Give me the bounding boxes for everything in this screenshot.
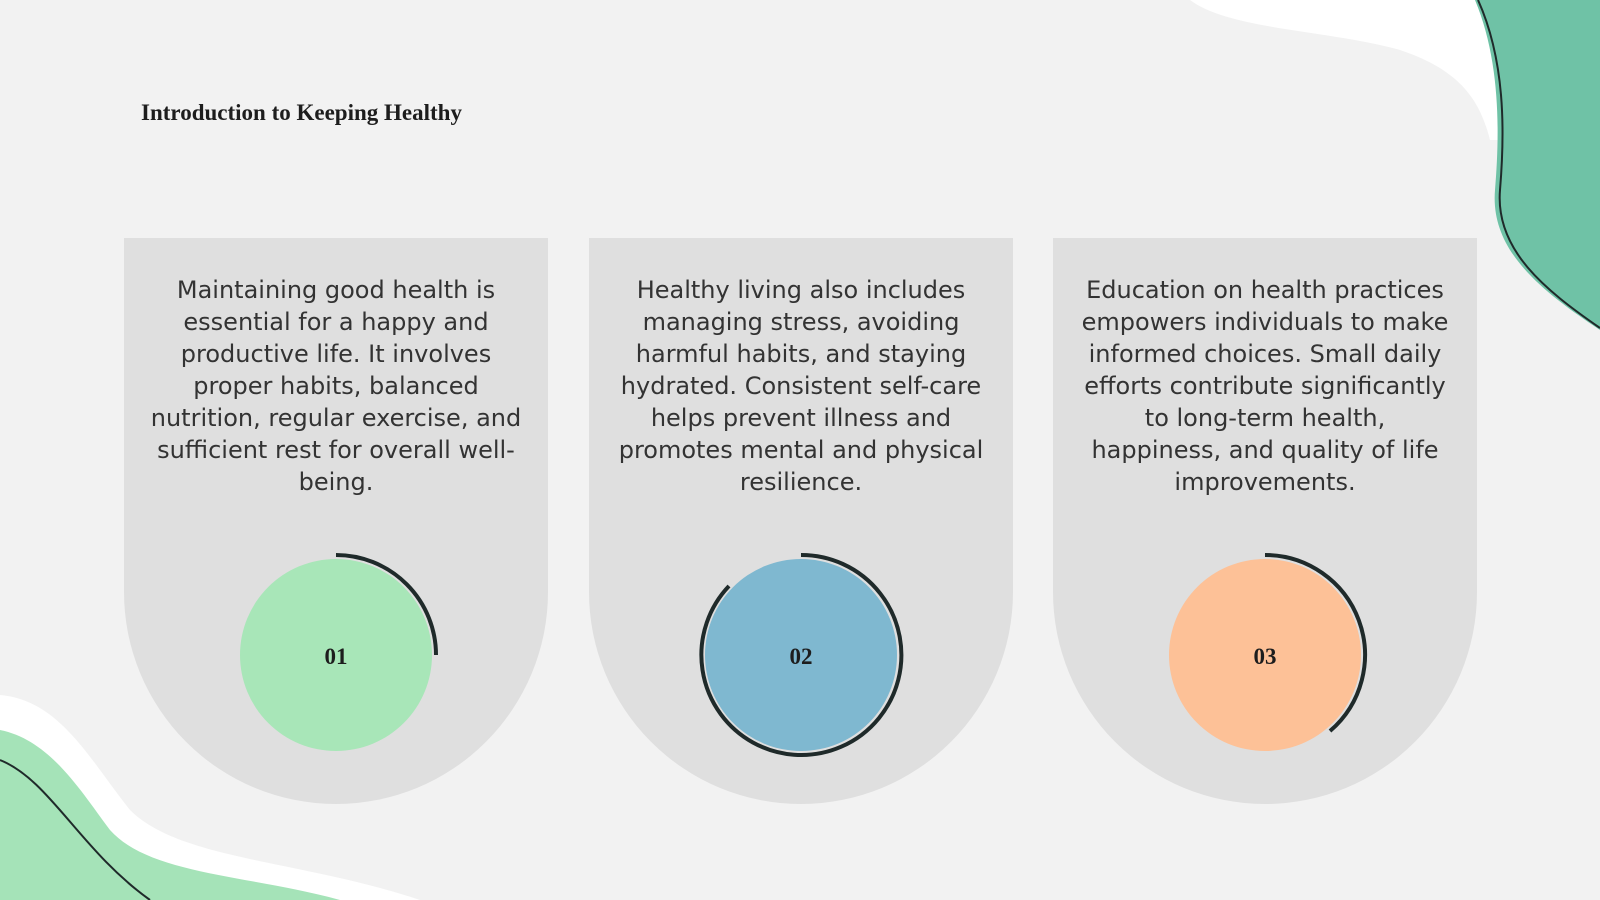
number-circle [1169, 559, 1361, 751]
decoration-bottom-left [0, 695, 420, 900]
progress-arc [1264, 553, 1367, 733]
slide-title: Introduction to Keeping Healthy [141, 100, 462, 125]
card-background [589, 238, 1013, 804]
card-number: 01 [325, 644, 348, 669]
decoration-top-right [1190, 0, 1600, 330]
number-circle [705, 559, 897, 751]
progress-arc [699, 552, 904, 757]
progress-arc [335, 553, 438, 656]
number-circle [240, 559, 432, 751]
card-text: Maintaining good health is essential for… [150, 276, 522, 496]
card-text: Education on health practices empowers i… [1081, 276, 1449, 496]
cards [124, 238, 1477, 804]
card-text: Healthy living also includes managing st… [618, 276, 984, 496]
card-number: 02 [790, 644, 813, 669]
card-background [124, 238, 548, 804]
card-background [1053, 238, 1477, 804]
card-number: 03 [1254, 644, 1277, 669]
